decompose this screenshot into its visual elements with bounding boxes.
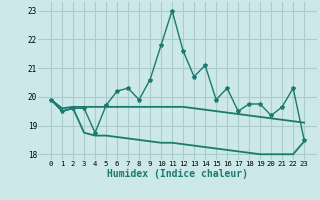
X-axis label: Humidex (Indice chaleur): Humidex (Indice chaleur): [107, 169, 248, 179]
